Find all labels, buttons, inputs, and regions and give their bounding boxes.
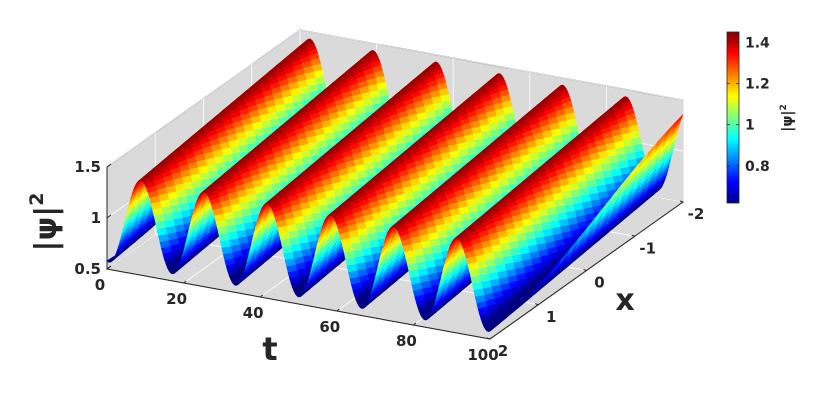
grid-line-z xyxy=(106,29,684,168)
surface-plot xyxy=(106,38,684,332)
